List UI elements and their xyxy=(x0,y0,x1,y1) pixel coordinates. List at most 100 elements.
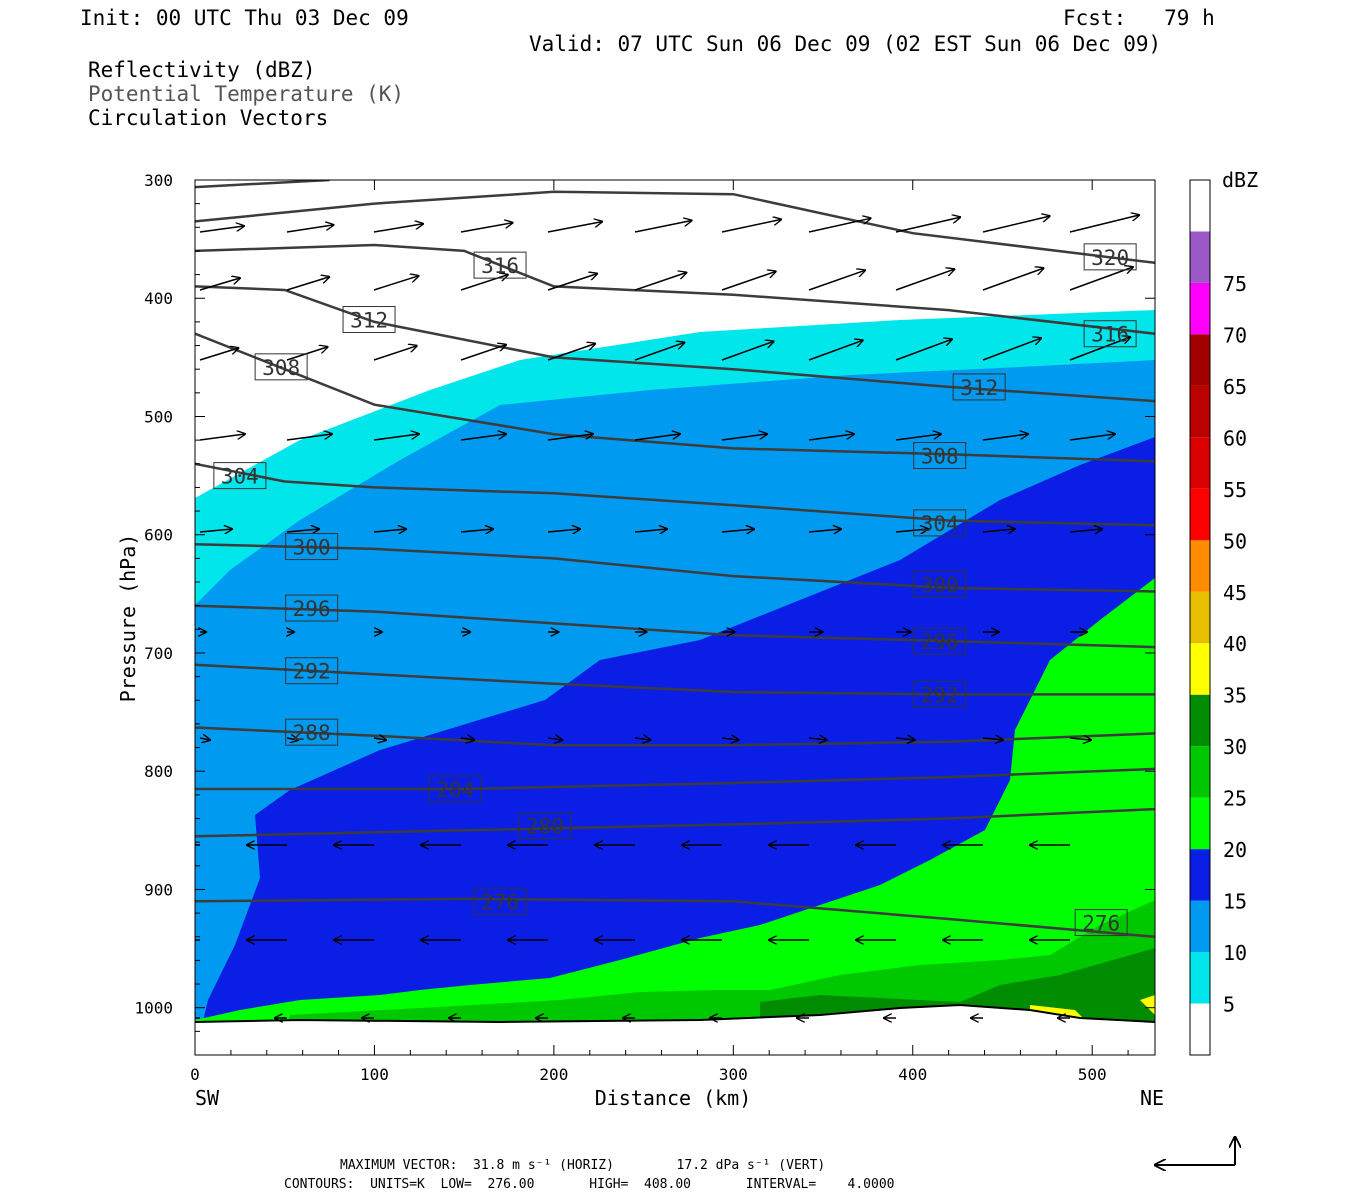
vector-arrow xyxy=(721,434,767,441)
colorbar-swatch xyxy=(1190,900,1210,953)
contour-label-box xyxy=(254,353,308,381)
forecast-hour: Fcst: 79 h xyxy=(1063,6,1215,30)
init-time: Init: 00 UTC Thu 03 Dec 09 xyxy=(80,6,409,30)
vector-arrow xyxy=(808,434,854,441)
contour-label-box xyxy=(213,462,267,490)
y-tick-label: 500 xyxy=(144,407,173,426)
vector-arrow xyxy=(286,277,329,291)
below-ground xyxy=(195,1005,1155,1055)
colorbar-swatch xyxy=(1190,643,1210,695)
vector-arrow xyxy=(808,218,871,233)
theta-contour-288 xyxy=(195,726,1155,747)
x-tick-label: 400 xyxy=(898,1065,927,1084)
contour-label-box xyxy=(285,594,339,622)
vector-arrow xyxy=(286,738,298,740)
vector-arrow xyxy=(460,223,513,233)
colorbar-title: dBZ xyxy=(1222,168,1258,192)
contour-label: 304 xyxy=(921,512,959,536)
vector-arrow xyxy=(199,434,245,441)
vector-arrow xyxy=(721,529,754,532)
contour-label-box xyxy=(428,775,482,803)
contour-label-box xyxy=(913,570,967,598)
theta-contour-308 xyxy=(195,332,1155,463)
colorbar: 5 10 15 20 25 30 35 40 45 50 55 60 65 70 75 xyxy=(1189,179,1247,1056)
vector-arrow xyxy=(199,226,244,233)
theta-contour-316 xyxy=(195,243,1155,335)
contour-label-box xyxy=(473,887,527,915)
vector-arrow xyxy=(460,434,506,441)
contour-label-box xyxy=(1083,320,1137,348)
contour-label: 292 xyxy=(293,660,331,684)
contour-label-box xyxy=(285,657,339,685)
colorbar-swatch xyxy=(1190,385,1210,438)
colorbar-swatch xyxy=(1190,282,1210,335)
contour-label: 316 xyxy=(1091,323,1129,347)
vector-arrow xyxy=(808,270,865,291)
vector-arrow xyxy=(982,338,1041,361)
y-tick-label: 800 xyxy=(144,762,173,781)
colorbar-level-label: 25 xyxy=(1223,787,1247,811)
y-tick-label: 1000 xyxy=(134,999,173,1018)
x-axis-title: Distance (km) xyxy=(595,1086,752,1110)
theta-contour-320 xyxy=(195,190,1155,265)
colorbar-level-label: 10 xyxy=(1223,941,1247,965)
x-tick-label: 500 xyxy=(1078,1065,1107,1084)
x-end-label-left: SW xyxy=(195,1086,220,1110)
colorbar-level-label: 70 xyxy=(1223,323,1247,347)
vector-arrow xyxy=(982,434,1028,441)
theta-contour-unlabeled xyxy=(195,180,330,189)
field-circulation-vectors: Circulation Vectors xyxy=(88,106,329,130)
contour-label-box xyxy=(913,627,967,655)
contour-label-box xyxy=(913,442,967,470)
colorbar-level-label: 40 xyxy=(1223,632,1247,656)
contour-label: 308 xyxy=(262,356,300,380)
vector-arrow xyxy=(1069,215,1139,233)
vector-arrow xyxy=(1069,267,1133,291)
reflectivity-field xyxy=(195,180,1155,1055)
vector-arrow xyxy=(982,268,1044,291)
vector-arrow xyxy=(199,348,238,361)
x-axis: 0 100 200 300 400 500 xyxy=(190,180,1129,1084)
vector-arrow xyxy=(895,738,915,740)
plot-frame xyxy=(194,179,1156,1056)
vector-arrow xyxy=(721,341,774,361)
vector-arrow xyxy=(721,219,781,233)
contour-label: 280 xyxy=(526,815,564,839)
contour-label: 296 xyxy=(921,630,959,654)
theta-contour-292 xyxy=(195,663,1155,696)
colorbar-level-label: 50 xyxy=(1223,529,1247,553)
colorbar-swatch xyxy=(1190,180,1210,232)
colorbar-level-label: 65 xyxy=(1223,375,1247,399)
vector-arrow xyxy=(982,216,1050,233)
vector-arrow xyxy=(286,434,332,441)
colorbar-swatch xyxy=(1190,1003,1210,1055)
contour-label: 304 xyxy=(221,465,259,489)
colorbar-level-label: 5 xyxy=(1223,993,1235,1017)
vector-arrow xyxy=(1069,337,1130,361)
vector-arrow xyxy=(982,529,1015,532)
vector-arrow xyxy=(808,340,863,361)
vector-arrow xyxy=(1069,529,1102,532)
vector-arrow xyxy=(547,529,580,532)
vector-arrow xyxy=(547,274,597,291)
contour-label: 284 xyxy=(436,778,474,802)
colorbar-swatch xyxy=(1190,591,1210,644)
vector-arrow xyxy=(808,738,827,740)
colorbar-swatch xyxy=(1190,746,1210,798)
y-tick-label: 700 xyxy=(144,644,173,663)
vector-arrow xyxy=(634,343,684,361)
contour-label: 288 xyxy=(293,721,331,745)
vector-arrow xyxy=(808,529,841,532)
colorbar-level-label: 35 xyxy=(1223,684,1247,708)
contour-label: 320 xyxy=(1091,246,1129,270)
y-axis-title: Pressure (hPa) xyxy=(116,534,140,703)
theta-contour-280 xyxy=(195,807,1155,838)
vector-arrow xyxy=(373,346,417,361)
colorbar-swatch xyxy=(1190,797,1210,850)
colorbar-swatch xyxy=(1190,540,1210,592)
vector-arrow xyxy=(895,434,941,441)
vector-arrow xyxy=(547,344,595,361)
contour-info-note: CONTOURS: UNITS=K LOW= 276.00 HIGH= 408.… xyxy=(284,1177,895,1192)
y-tick-label: 900 xyxy=(144,880,173,899)
